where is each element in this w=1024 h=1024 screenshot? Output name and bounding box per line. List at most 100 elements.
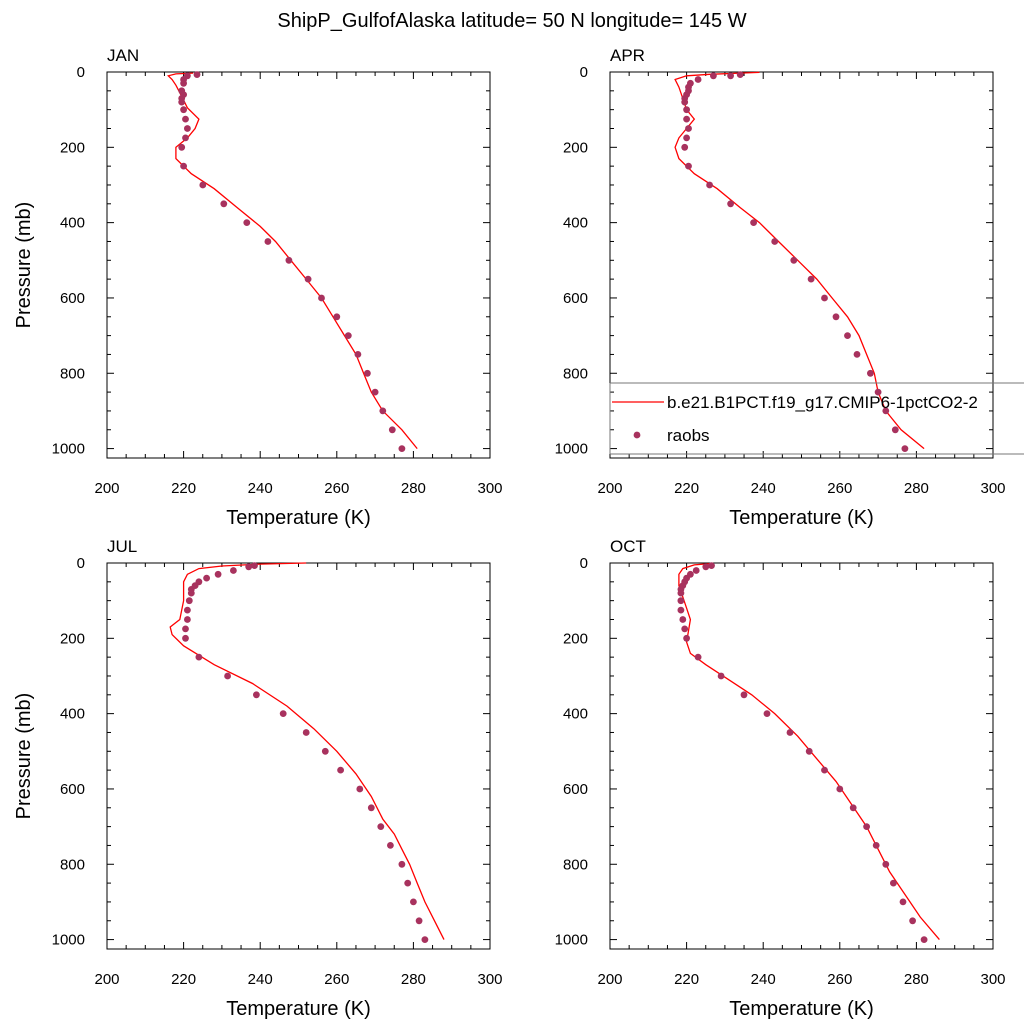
- raobs-point: [790, 256, 798, 264]
- x-tick-label: 260: [827, 971, 852, 988]
- y-tick-label: 1000: [555, 441, 588, 458]
- x-tick-label: 300: [980, 971, 1005, 988]
- raobs-point: [867, 369, 874, 377]
- raobs-point: [685, 162, 692, 170]
- raobs-point: [185, 597, 193, 605]
- x-tick-label: 260: [324, 480, 349, 497]
- x-axis-label: Temperature (K): [729, 507, 874, 529]
- y-tick-label: 0: [580, 64, 588, 81]
- raobs-point: [367, 804, 375, 812]
- raobs-point: [356, 785, 364, 793]
- plot-frame: [609, 562, 994, 950]
- raobs-point: [279, 710, 287, 717]
- x-tick-label: 280: [401, 971, 426, 988]
- y-tick-label: 600: [60, 290, 85, 307]
- y-tick-label: 800: [563, 856, 588, 873]
- raobs-point: [692, 567, 700, 574]
- raobs-point: [771, 238, 779, 245]
- raobs-point: [333, 313, 341, 321]
- raobs-point: [683, 106, 690, 114]
- x-tick-label: 240: [248, 480, 273, 497]
- x-tick-label: 300: [980, 480, 1005, 497]
- raobs-point: [187, 589, 195, 597]
- panels-group: JAN 200 220 240 260 280 300 0 200 400 600 800 1000 Te…: [13, 46, 1006, 1020]
- raobs-point: [882, 860, 890, 868]
- raobs-point: [821, 766, 828, 774]
- x-tick-label: 260: [827, 480, 852, 497]
- y-tick-label: 600: [563, 290, 588, 307]
- raobs-point: [184, 616, 191, 623]
- raobs-point: [683, 634, 690, 642]
- raobs-point: [285, 256, 293, 264]
- raobs-point: [243, 219, 251, 227]
- raobs-point: [230, 567, 237, 574]
- raobs-point: [694, 653, 702, 661]
- raobs-point: [180, 106, 188, 114]
- panel-label: JUL: [107, 537, 137, 556]
- raobs-point: [264, 238, 272, 245]
- y-axis-label: Pressure (mb): [13, 202, 35, 329]
- y-tick-label: 200: [563, 630, 588, 647]
- raobs-point: [195, 653, 203, 661]
- figure-title: ShipP_GulfofAlaska latitude= 50 N longit…: [277, 10, 746, 32]
- x-tick-label: 220: [171, 971, 196, 988]
- raobs-point: [302, 729, 310, 736]
- raobs-point: [727, 200, 734, 208]
- raobs-point: [909, 917, 916, 925]
- raobs-point: [182, 115, 189, 123]
- legend-label-raobs: raobs: [667, 426, 710, 445]
- raobs-point: [178, 98, 186, 106]
- raobs-point: [184, 125, 191, 132]
- raobs-point: [920, 936, 928, 943]
- x-tick-label: 240: [751, 971, 776, 988]
- raobs-point: [727, 72, 734, 80]
- raobs-point: [786, 729, 794, 736]
- plot-frame: [106, 71, 491, 459]
- y-tick-label: 800: [563, 365, 588, 382]
- panel-jul: JUL 200 220 240 260 280 300 0 200 400 600 800 1000 Te…: [13, 537, 503, 1020]
- raobs-point: [677, 606, 685, 614]
- raobs-point: [421, 936, 429, 943]
- model-profile-line: [678, 562, 940, 941]
- raobs-point: [874, 388, 882, 396]
- x-tick-label: 280: [904, 480, 929, 497]
- raobs-point: [683, 115, 690, 123]
- raobs-point: [224, 672, 232, 680]
- raobs-point: [685, 125, 692, 132]
- raobs-point: [377, 823, 385, 830]
- raobs-point: [740, 691, 748, 699]
- x-tick-label: 300: [477, 480, 502, 497]
- y-tick-label: 400: [60, 215, 85, 232]
- raobs-point: [193, 71, 201, 78]
- raobs-point: [890, 879, 897, 887]
- panel-label: OCT: [610, 537, 646, 556]
- raobs-point: [214, 570, 222, 578]
- raobs-point: [387, 842, 394, 849]
- x-tick-label: 240: [248, 971, 273, 988]
- raobs-point: [182, 134, 189, 142]
- x-tick-label: 280: [904, 971, 929, 988]
- raobs-point: [710, 72, 717, 80]
- raobs-point: [251, 562, 258, 569]
- raobs-point: [853, 351, 861, 358]
- raobs-point: [182, 634, 189, 642]
- raobs-point: [180, 162, 188, 170]
- raobs-point: [220, 200, 228, 208]
- raobs-point: [683, 134, 690, 142]
- x-tick-label: 240: [751, 480, 776, 497]
- legend-label-model: b.e21.B1PCT.f19_g17.CMIP6-1pctCO2-2: [667, 393, 978, 412]
- model-profile-line: [167, 72, 418, 450]
- raobs-point: [321, 747, 329, 755]
- y-tick-label: 0: [77, 555, 85, 572]
- raobs-point: [203, 574, 211, 582]
- raobs-point: [836, 785, 844, 793]
- y-tick-label: 400: [563, 215, 588, 232]
- x-axis-label: Temperature (K): [226, 998, 371, 1020]
- raobs-point: [702, 563, 710, 571]
- y-tick-label: 0: [580, 555, 588, 572]
- x-tick-label: 260: [324, 971, 349, 988]
- raobs-point: [832, 313, 840, 321]
- raobs-point: [415, 917, 423, 925]
- x-tick-label: 220: [171, 480, 196, 497]
